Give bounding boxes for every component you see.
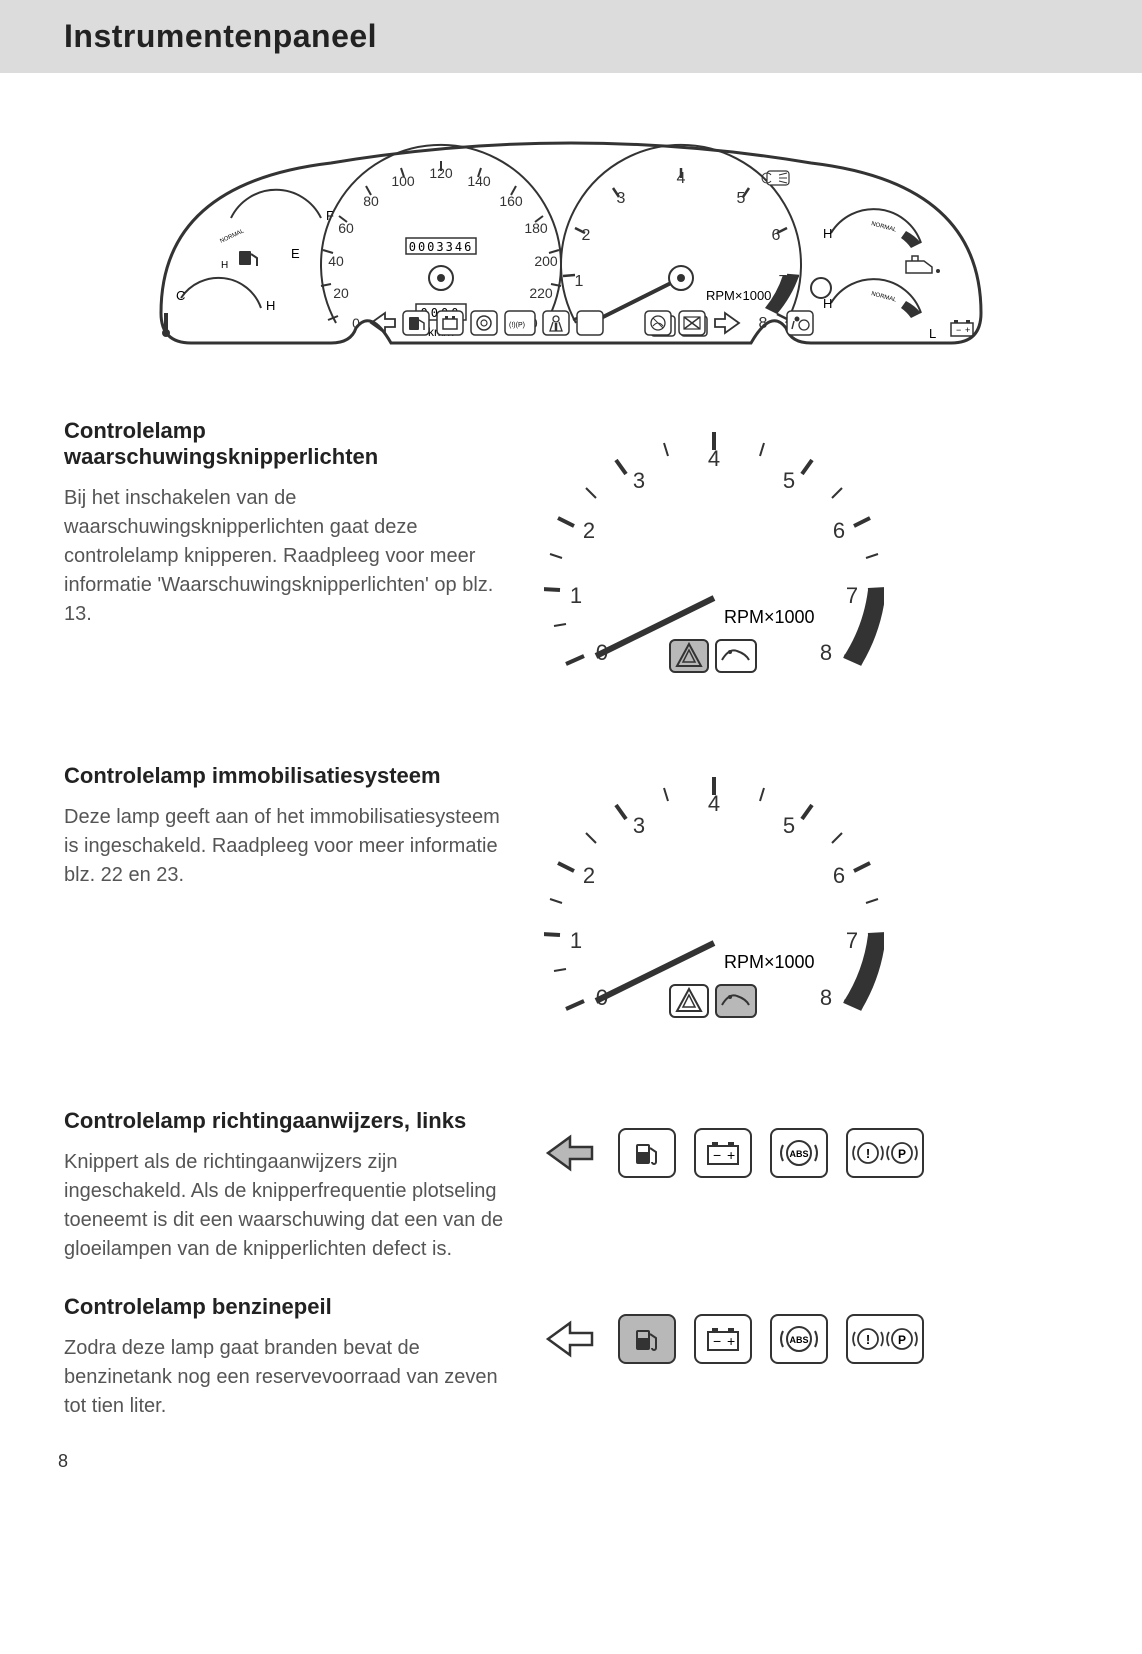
svg-text:−: − [956,325,961,335]
svg-text:!: ! [866,1146,870,1161]
section-image: 0 1 2 3 4 5 6 7 8 [544,418,1078,703]
svg-text:2: 2 [582,227,591,244]
svg-text:3: 3 [633,468,645,493]
svg-text:6: 6 [833,863,845,888]
svg-text:P: P [898,1147,906,1161]
section-heading: Controlelamp immobilisatiesysteem [64,763,504,789]
section-hazard: Controlelamp waarschuwingsknipperlichten… [64,418,1078,703]
svg-text:−: − [713,1147,721,1163]
svg-text:−: − [713,1333,721,1349]
svg-text:8: 8 [820,985,832,1010]
section-immobiliser: Controlelamp immobilisatiesysteem Deze l… [64,763,1078,1048]
page-title: Instrumentenpaneel [64,18,1142,55]
svg-text:+: + [965,325,970,335]
svg-text:2: 2 [583,518,595,543]
section-body: Bij het inschakelen van de waarschuwings… [64,484,504,629]
svg-text:NORMAL: NORMAL [870,221,897,234]
svg-text:0003346: 0003346 [409,240,474,254]
svg-text:NORMAL: NORMAL [870,291,897,304]
svg-text:40: 40 [328,253,344,269]
svg-text:+: + [727,1147,735,1163]
section-heading: Controlelamp benzinepeil [64,1294,504,1320]
svg-text:2: 2 [583,863,595,888]
svg-text:H: H [266,298,275,313]
svg-text:RPM×1000: RPM×1000 [724,952,815,972]
svg-text:ABS: ABS [789,1335,808,1345]
battery-icon-box: −+ [694,1128,752,1178]
svg-text:8: 8 [820,640,832,665]
svg-text:220: 220 [529,285,553,301]
turn-left-arrow [544,1317,600,1361]
section-heading: Controlelamp waarschuwingsknipperlichten [64,418,504,470]
section-fuel: Controlelamp benzinepeil Zodra deze lamp… [64,1294,1078,1421]
abs-icon-box: ABS [770,1128,828,1178]
svg-text:7: 7 [846,928,858,953]
fuel-icon-box-highlighted [618,1314,676,1364]
svg-text:RPM×1000: RPM×1000 [706,288,771,303]
svg-text:E: E [291,246,300,261]
brake-icon-box: !P [846,1128,924,1178]
svg-text:3: 3 [617,190,626,207]
svg-text:6: 6 [833,518,845,543]
fuel-icon-box [618,1128,676,1178]
svg-text:H: H [221,260,228,271]
svg-text:1: 1 [575,273,584,290]
battery-icon-box: −+ [694,1314,752,1364]
svg-text:C: C [176,288,185,303]
svg-text:160: 160 [499,193,523,209]
tachometer-gauge: 0 1 2 3 4 5 6 7 8 [561,145,801,336]
svg-text:(!)​(P): (!)​(P) [509,322,525,329]
svg-text:NORMAL: NORMAL [219,228,245,245]
section-turn-left: Controlelamp richtingaanwijzers, links K… [64,1108,1078,1264]
section-body: Zodra deze lamp gaat branden bevat de be… [64,1334,504,1421]
speedometer-gauge: 0 20 40 60 80 100 120 140 160 180 200 22… [321,145,561,339]
dashboard-illustration: F E H NORMAL H C 0 [0,103,1142,418]
svg-text:3: 3 [633,813,645,838]
svg-text:L: L [929,326,936,341]
svg-text:5: 5 [783,813,795,838]
section-body: Knippert als de richtingaanwijzers zijn … [64,1148,504,1264]
svg-text:P: P [898,1333,906,1347]
svg-text:H: H [823,296,832,311]
turn-left-arrow-highlighted [544,1131,600,1175]
svg-text:RPM×1000: RPM×1000 [724,607,815,627]
section-heading: Controlelamp richtingaanwijzers, links [64,1108,504,1134]
svg-text:6: 6 [772,227,781,244]
svg-text:!: ! [866,1332,870,1347]
svg-text:0: 0 [352,315,360,331]
svg-text:5: 5 [737,190,746,207]
section-image: 0 1 2 3 4 5 6 7 8 [544,763,1078,1048]
dashboard-svg: F E H NORMAL H C 0 [131,113,1011,363]
svg-text:H: H [823,226,832,241]
title-bar: Instrumentenpaneel [0,0,1142,73]
section-image: −+ ABS !P [544,1108,1078,1178]
svg-text:7: 7 [846,583,858,608]
svg-text:8: 8 [759,315,768,332]
warning-light-row: (!)​(P) [371,311,813,335]
svg-text:5: 5 [783,468,795,493]
svg-text:1: 1 [570,583,582,608]
content-sections: Controlelamp waarschuwingsknipperlichten… [0,418,1142,1421]
abs-icon-box: ABS [770,1314,828,1364]
svg-text:200: 200 [534,253,558,269]
svg-text:1: 1 [570,928,582,953]
svg-text:80: 80 [363,193,379,209]
section-body: Deze lamp geeft aan of het immobilisatie… [64,803,504,890]
svg-text:ABS: ABS [789,1149,808,1159]
svg-text:20: 20 [333,285,349,301]
svg-text:+: + [727,1333,735,1349]
brake-icon-box: !P [846,1314,924,1364]
section-image: −+ ABS !P [544,1294,1078,1364]
page-number: 8 [58,1451,68,1472]
